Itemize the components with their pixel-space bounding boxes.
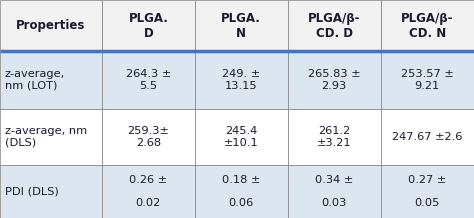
Text: PLGA.
N: PLGA. N (221, 12, 261, 40)
Text: 245.4
±10.1: 245.4 ±10.1 (224, 126, 259, 148)
Text: 0.18 ±

0.06: 0.18 ± 0.06 (222, 175, 260, 208)
Text: 0.26 ±

0.02: 0.26 ± 0.02 (129, 175, 167, 208)
Text: Properties: Properties (16, 19, 86, 32)
Bar (195, 51, 288, 109)
Bar (288, 0, 381, 51)
Text: 264.3 ±
5.5: 264.3 ± 5.5 (126, 69, 171, 91)
Text: PLGA/β-
CD. D: PLGA/β- CD. D (308, 12, 360, 40)
Bar (102, 0, 195, 51)
Bar (381, 165, 474, 218)
Bar (0, 51, 102, 109)
Text: 247.67 ±2.6: 247.67 ±2.6 (392, 132, 463, 142)
Text: z-average,
nm (LOT): z-average, nm (LOT) (5, 69, 65, 91)
Text: PLGA.
D: PLGA. D (128, 12, 168, 40)
Bar (102, 51, 195, 109)
Text: PDI (DLS): PDI (DLS) (5, 187, 58, 197)
Bar (288, 109, 381, 165)
Text: 0.34 ±

0.03: 0.34 ± 0.03 (315, 175, 353, 208)
Bar (195, 0, 288, 51)
Text: z-average, nm
(DLS): z-average, nm (DLS) (5, 126, 87, 148)
Text: 259.3±
2.68: 259.3± 2.68 (128, 126, 169, 148)
Text: 249. ±
13.15: 249. ± 13.15 (222, 69, 260, 91)
Bar (195, 109, 288, 165)
Text: 0.27 ±

0.05: 0.27 ± 0.05 (408, 175, 447, 208)
Bar (195, 165, 288, 218)
Bar (102, 109, 195, 165)
Text: 265.83 ±
2.93: 265.83 ± 2.93 (308, 69, 361, 91)
Bar (0, 0, 102, 51)
Bar (381, 51, 474, 109)
Bar (381, 0, 474, 51)
Bar (288, 165, 381, 218)
Bar (0, 165, 102, 218)
Bar (102, 165, 195, 218)
Text: PLGA/β-
CD. N: PLGA/β- CD. N (401, 12, 454, 40)
Bar (288, 51, 381, 109)
Text: 253.57 ±
9.21: 253.57 ± 9.21 (401, 69, 454, 91)
Bar (0, 109, 102, 165)
Bar (381, 109, 474, 165)
Text: 261.2
±3.21: 261.2 ±3.21 (317, 126, 352, 148)
